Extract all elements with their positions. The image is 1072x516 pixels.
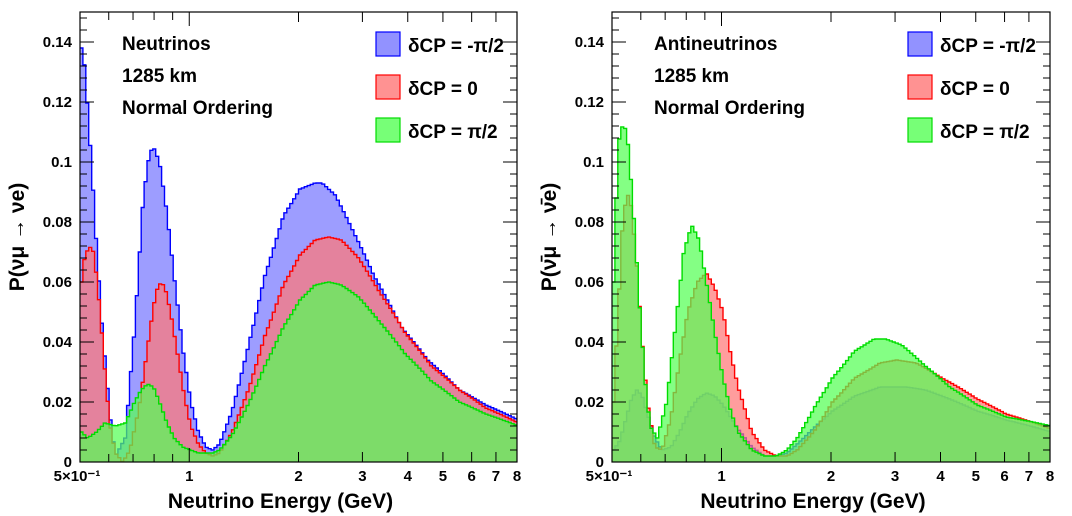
y-tick-label: 0.06 <box>575 274 604 291</box>
x-tick-label: 3 <box>358 468 366 485</box>
x-tick-label: 2 <box>294 468 302 485</box>
x-tick-label: 6 <box>467 468 475 485</box>
legend-label-2: δCP = π/2 <box>940 122 1030 143</box>
legend-label-1: δCP = 0 <box>940 79 1010 100</box>
series-area-2 <box>612 126 1050 462</box>
x-tick-label: 6 <box>1000 468 1008 485</box>
x-tick-label: 3 <box>891 468 899 485</box>
legend-swatch-0 <box>375 31 401 57</box>
y-tick-label: 0.12 <box>43 94 72 111</box>
x-tick-label: 7 <box>1025 468 1033 485</box>
y-axis-label: P(νμ → νe) <box>6 183 29 292</box>
annotation-line-2: Normal Ordering <box>122 98 273 119</box>
y-tick-label: 0.14 <box>43 34 73 51</box>
y-tick-label: 0.04 <box>575 334 605 351</box>
legend-swatch-1 <box>907 74 933 100</box>
y-tick-label: 0.14 <box>575 34 605 51</box>
x-tick-label: 1 <box>185 468 193 485</box>
x-tick-label: 8 <box>513 468 521 485</box>
right-chart-panel: 0 0.02 0.04 0.06 0.08 0.1 0.12 0.14 5×10⁻¹ 1 2 3 4 5 6… <box>538 11 1054 513</box>
y-tick-label: 0.04 <box>43 334 73 351</box>
y-axis-label: P(ν̄μ → ν̄e) <box>538 183 561 292</box>
x-tick-label: 2 <box>827 468 835 485</box>
legend-label-1: δCP = 0 <box>408 79 478 100</box>
x-tick-label: 7 <box>492 468 500 485</box>
legend-swatch-1 <box>375 74 401 100</box>
y-tick-label: 0.06 <box>43 274 72 291</box>
left-chart-panel: 0 0.02 0.04 0.06 0.08 0.1 0.12 0.14 5×10⁻¹ 1 2 3 4 5 6… <box>6 11 521 513</box>
legend-label-0: δCP = -π/2 <box>940 36 1036 57</box>
y-tick-label: 0.1 <box>51 154 72 171</box>
legend-label-0: δCP = -π/2 <box>408 36 504 57</box>
annotation-line-2: Normal Ordering <box>654 98 805 119</box>
plot-area <box>80 47 517 462</box>
annotation-line-0: Antineutrinos <box>654 34 778 55</box>
series-area-2 <box>80 282 517 462</box>
annotation-line-1: 1285 km <box>654 66 729 87</box>
y-tick-label: 0.08 <box>43 214 72 231</box>
annotation-line-0: Neutrinos <box>122 34 211 55</box>
y-tick-label: 0 <box>596 454 604 471</box>
x-tick-label: 1 <box>717 468 725 485</box>
y-tick-label: 0.02 <box>575 394 604 411</box>
plot-area <box>612 126 1050 462</box>
legend-label-2: δCP = π/2 <box>408 122 498 143</box>
y-tick-label: 0.1 <box>583 154 604 171</box>
x-tick-label: 4 <box>936 468 945 485</box>
x-tick-label: 5×10⁻¹ <box>54 468 101 485</box>
legend-swatch-2 <box>375 117 401 143</box>
x-tick-label: 4 <box>404 468 413 485</box>
legend-swatch-2 <box>907 117 933 143</box>
x-tick-label: 5 <box>439 468 447 485</box>
y-tick-label: 0.02 <box>43 394 72 411</box>
y-tick-label: 0.12 <box>575 94 604 111</box>
y-tick-label: 0.08 <box>575 214 604 231</box>
x-axis-label: Neutrino Energy (GeV) <box>168 490 393 513</box>
x-tick-label: 5 <box>972 468 980 485</box>
x-tick-label: 8 <box>1046 468 1054 485</box>
annotation-line-1: 1285 km <box>122 66 197 87</box>
series-line-2 <box>80 281 517 454</box>
series-line-2 <box>612 126 1050 457</box>
x-tick-label: 5×10⁻¹ <box>586 468 633 485</box>
legend-swatch-0 <box>907 31 933 57</box>
x-axis-label: Neutrino Energy (GeV) <box>700 490 925 513</box>
series-line-1 <box>80 236 517 462</box>
y-tick-label: 0 <box>64 454 72 471</box>
